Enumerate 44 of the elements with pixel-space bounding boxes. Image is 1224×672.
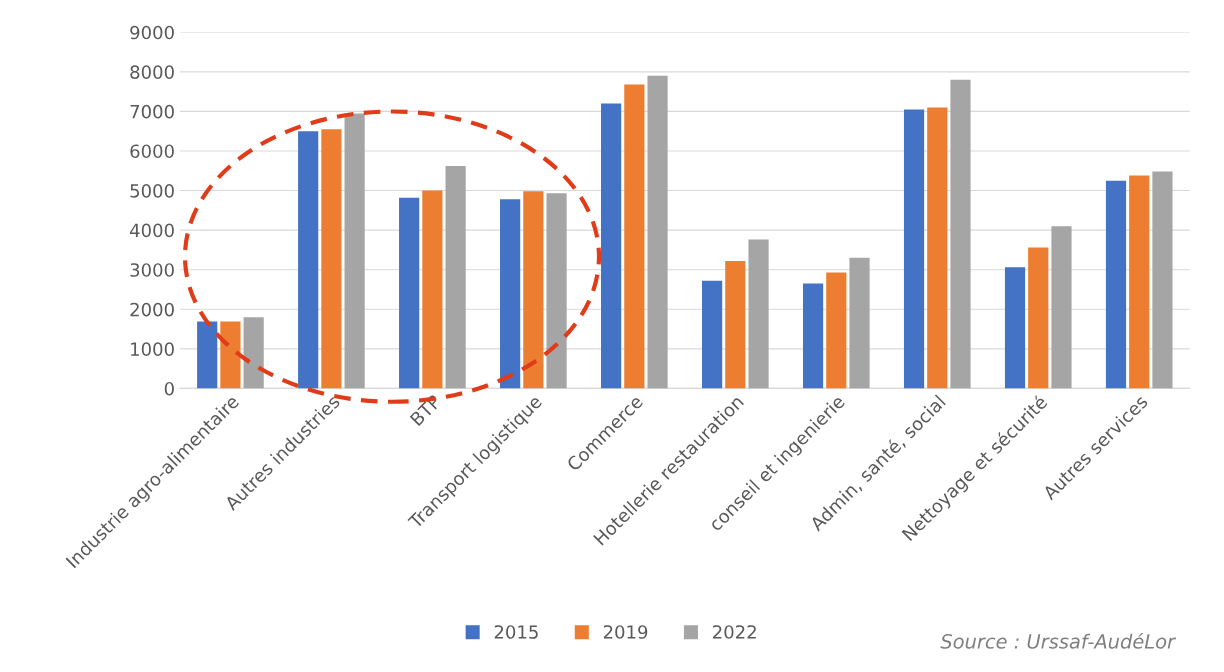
bar <box>422 190 443 389</box>
y-tick-label: 1000 <box>131 342 174 356</box>
bar <box>950 79 971 389</box>
bar <box>1152 171 1173 389</box>
bar <box>344 113 365 389</box>
bar <box>748 239 769 389</box>
bar <box>802 283 824 389</box>
bar <box>826 272 847 389</box>
bar <box>1051 226 1072 389</box>
y-tick-label: 6000 <box>130 144 174 159</box>
y-tick-label: 2000 <box>130 302 174 317</box>
bar <box>1129 175 1150 389</box>
bar <box>399 197 420 389</box>
legend-label: 2019 <box>603 625 648 639</box>
bar <box>701 280 723 389</box>
y-tick-label: 0 <box>164 381 174 396</box>
bar <box>1004 267 1026 389</box>
y-tick-label: 9000 <box>130 25 174 40</box>
y-tick-label: 5000 <box>130 184 174 198</box>
bar <box>927 107 948 389</box>
y-tick-label: 8000 <box>130 65 174 79</box>
y-tick-label: 3000 <box>130 263 174 277</box>
bar <box>903 109 925 389</box>
bar <box>220 321 241 389</box>
bar <box>321 129 342 389</box>
bar <box>1028 247 1049 389</box>
bar <box>1105 180 1127 389</box>
bar <box>624 84 645 389</box>
bar <box>601 103 622 389</box>
legend-label: 2022 <box>713 625 756 639</box>
bar <box>445 166 466 389</box>
bar <box>500 199 521 389</box>
source-note: Source : Urssaf-AudéLor <box>940 632 1177 649</box>
bar <box>197 321 218 389</box>
bar <box>725 260 746 389</box>
bar <box>849 257 870 389</box>
bar <box>546 193 567 389</box>
bar <box>243 317 264 389</box>
bar <box>647 75 668 389</box>
y-tick-label: 7000 <box>130 104 174 119</box>
legend-label: 2015 <box>494 625 538 639</box>
bar <box>523 191 544 389</box>
bar <box>298 131 319 389</box>
y-tick-label: 4000 <box>130 223 174 238</box>
